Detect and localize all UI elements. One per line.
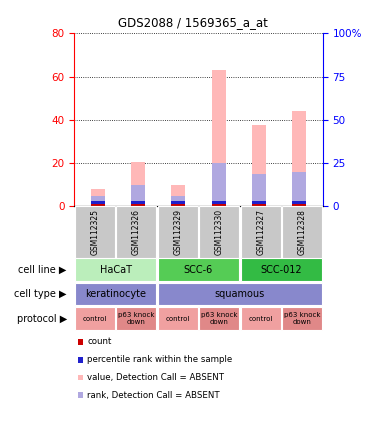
Bar [171, 196, 186, 206]
Bar [158, 307, 198, 330]
Text: protocol ▶: protocol ▶ [17, 313, 67, 324]
Bar [158, 258, 239, 281]
Text: p63 knock
down: p63 knock down [284, 312, 320, 325]
Bar [131, 162, 145, 206]
Text: rank, Detection Call = ABSENT: rank, Detection Call = ABSENT [87, 391, 220, 400]
Bar [252, 174, 266, 206]
Bar [241, 258, 322, 281]
Text: p63 knock
down: p63 knock down [201, 312, 237, 325]
Bar [131, 201, 145, 204]
Bar [158, 283, 322, 305]
Bar [171, 201, 186, 204]
Bar [241, 206, 280, 258]
Bar [252, 125, 266, 206]
Bar [91, 204, 105, 206]
Text: GSM112327: GSM112327 [256, 209, 265, 255]
Text: GSM112330: GSM112330 [215, 209, 224, 255]
Bar [211, 163, 226, 206]
Text: GSM112328: GSM112328 [298, 209, 306, 255]
Text: control: control [249, 316, 273, 321]
Bar [292, 172, 306, 206]
Bar [91, 196, 105, 206]
Bar [292, 201, 306, 204]
Bar [171, 185, 186, 206]
Bar [282, 307, 322, 330]
Bar [211, 201, 226, 204]
Bar [292, 204, 306, 206]
Text: SCC-012: SCC-012 [260, 265, 302, 275]
Bar [116, 206, 156, 258]
Bar [75, 206, 115, 258]
Text: cell type ▶: cell type ▶ [14, 289, 67, 299]
Bar [91, 189, 105, 206]
Bar [252, 204, 266, 206]
Bar [292, 111, 306, 206]
Text: p63 knock
down: p63 knock down [118, 312, 155, 325]
Bar [116, 307, 156, 330]
Bar [199, 206, 239, 258]
Bar [131, 185, 145, 206]
Text: squamous: squamous [215, 289, 265, 299]
Text: SCC-6: SCC-6 [184, 265, 213, 275]
Bar [252, 201, 266, 204]
Bar [199, 307, 239, 330]
Text: percentile rank within the sample: percentile rank within the sample [87, 355, 233, 364]
Bar [75, 307, 115, 330]
Text: GSM112325: GSM112325 [91, 209, 99, 255]
Text: HaCaT: HaCaT [100, 265, 132, 275]
Text: cell line ▶: cell line ▶ [19, 265, 67, 275]
Text: GDS2088 / 1569365_a_at: GDS2088 / 1569365_a_at [118, 16, 268, 28]
Bar [171, 204, 186, 206]
Text: control: control [165, 316, 190, 321]
Bar [211, 70, 226, 206]
Text: count: count [87, 337, 112, 346]
Bar [211, 204, 226, 206]
Bar [241, 307, 280, 330]
Bar [75, 258, 156, 281]
Text: control: control [83, 316, 107, 321]
Bar [158, 206, 198, 258]
Bar [282, 206, 322, 258]
Text: keratinocyte: keratinocyte [85, 289, 146, 299]
Bar [75, 283, 156, 305]
Bar [131, 204, 145, 206]
Text: value, Detection Call = ABSENT: value, Detection Call = ABSENT [87, 373, 224, 382]
Text: GSM112326: GSM112326 [132, 209, 141, 255]
Bar [91, 201, 105, 204]
Text: GSM112329: GSM112329 [173, 209, 182, 255]
